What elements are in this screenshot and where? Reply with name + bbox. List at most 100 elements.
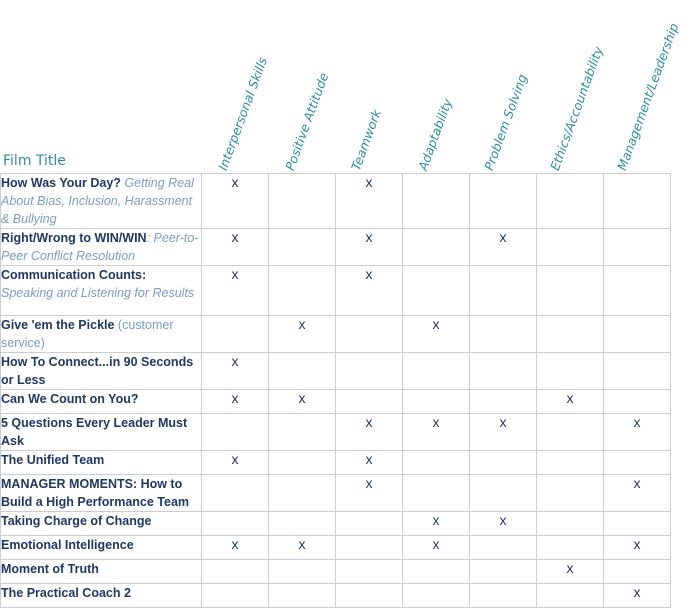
table-row: Give 'em the Pickle (customer service) x x [0, 315, 671, 353]
film-note: (customer service) [1, 318, 174, 350]
competency-mark: x [365, 174, 373, 191]
competency-cell [402, 228, 470, 266]
column-header-teamwork: Teamwork [348, 107, 385, 173]
competency-cell [335, 352, 403, 390]
competency-cell [469, 389, 537, 414]
competency-mark: x [231, 353, 239, 370]
table-row: MANAGER MOMENTS: How to Build a High Per… [0, 474, 671, 512]
competency-mark: x [432, 536, 440, 553]
competency-mark: x [432, 316, 440, 333]
competency-cell [469, 535, 537, 560]
competency-cell [402, 583, 470, 608]
competency-cell: x [201, 535, 269, 560]
table-row: How Was Your Day? Getting Real About Bia… [0, 173, 671, 229]
film-title-cell: Can We Count on You? [0, 389, 202, 414]
competency-cell [603, 315, 671, 353]
competency-cell: x [469, 228, 537, 266]
competency-cell: x [603, 474, 671, 512]
competency-cell [536, 583, 604, 608]
table-row: Can We Count on You? x x x [0, 389, 671, 414]
competency-mark: x [633, 584, 641, 601]
competency-cell: x [402, 511, 470, 536]
competency-cell: x [201, 228, 269, 266]
competency-mark: x [499, 414, 507, 431]
competency-mark: x [365, 451, 373, 468]
competency-cell [268, 352, 336, 390]
column-header-interpersonal-skills: Interpersonal Skills [215, 55, 271, 173]
competency-cell [536, 535, 604, 560]
competency-cell [402, 450, 470, 475]
competency-cell: x [335, 265, 403, 316]
competency-cell: x [335, 173, 403, 229]
competency-cell [402, 265, 470, 316]
competency-mark: x [365, 266, 373, 283]
competency-cell: x [402, 413, 470, 451]
competency-mark: x [432, 414, 440, 431]
competency-mark: x [231, 536, 239, 553]
film-title: Moment of Truth [1, 562, 99, 576]
competency-mark: x [231, 390, 239, 407]
competency-cell: x [268, 315, 336, 353]
competency-cell: x [201, 352, 269, 390]
film-title-cell: MANAGER MOMENTS: How to Build a High Per… [0, 474, 202, 512]
film-title-cell: Give 'em the Pickle (customer service) [0, 315, 202, 353]
competency-cell: x [603, 535, 671, 560]
competency-mark: x [231, 174, 239, 191]
column-header-ethics-accountability: Ethics/Accountability [547, 44, 606, 173]
competency-cell [335, 559, 403, 584]
competency-cell [469, 352, 537, 390]
competency-cell [268, 474, 336, 512]
competency-mark: x [365, 414, 373, 431]
competency-cell [603, 511, 671, 536]
competency-cell [469, 583, 537, 608]
competency-cell: x [402, 535, 470, 560]
competency-cell [201, 315, 269, 353]
film-title: 5 Questions Every Leader Must Ask [1, 416, 188, 448]
table-row: Right/Wrong to WIN/WIN: Peer-to-Peer Con… [0, 228, 671, 266]
competency-mark: x [432, 512, 440, 529]
column-header-adaptability: Adaptability [415, 96, 455, 173]
competency-cell: x [335, 450, 403, 475]
competency-cell [335, 511, 403, 536]
film-title-cell: The Practical Coach 2 [0, 583, 202, 608]
film-title-cell: 5 Questions Every Leader Must Ask [0, 413, 202, 451]
competency-cell: x [335, 228, 403, 266]
film-title: Emotional Intelligence [1, 538, 134, 552]
competency-cell [536, 228, 604, 266]
competency-cell [268, 173, 336, 229]
competency-cell [603, 228, 671, 266]
competency-cell [335, 583, 403, 608]
column-header-positive-attitude: Positive Attitude [282, 70, 332, 173]
competency-mark: x [633, 475, 641, 492]
table-row: Taking Charge of Change x x [0, 511, 671, 536]
competency-cell [268, 265, 336, 316]
film-title-cell: Moment of Truth [0, 559, 202, 584]
competency-cell: x [603, 413, 671, 451]
competency-cell [268, 413, 336, 451]
competency-cell [268, 559, 336, 584]
competency-cell [536, 511, 604, 536]
film-title: The Practical Coach 2 [1, 586, 131, 600]
competency-cell [536, 315, 604, 353]
competency-mark: x [231, 451, 239, 468]
competency-matrix-sheet: Film Title Interpersonal Skills Positive… [0, 21, 681, 608]
film-title: Communication Counts: [1, 268, 147, 282]
competency-mark: x [298, 536, 306, 553]
film-title: The Unified Team [1, 453, 105, 467]
competency-cell [603, 265, 671, 316]
film-competency-table: How Was Your Day? Getting Real About Bia… [0, 173, 671, 608]
table-row: Communication Counts: Speaking and Liste… [0, 265, 671, 316]
competency-mark: x [633, 414, 641, 431]
film-title: Can We Count on You? [1, 392, 139, 406]
competency-cell [603, 173, 671, 229]
competency-mark: x [365, 475, 373, 492]
competency-cell: x [536, 559, 604, 584]
competency-cell [469, 265, 537, 316]
competency-cell [469, 474, 537, 512]
competency-cell: x [201, 389, 269, 414]
film-title-cell: The Unified Team [0, 450, 202, 475]
film-title-cell: How Was Your Day? Getting Real About Bia… [0, 173, 202, 229]
film-title-cell: Right/Wrong to WIN/WIN: Peer-to-Peer Con… [0, 228, 202, 266]
competency-cell [469, 559, 537, 584]
competency-cell [201, 413, 269, 451]
